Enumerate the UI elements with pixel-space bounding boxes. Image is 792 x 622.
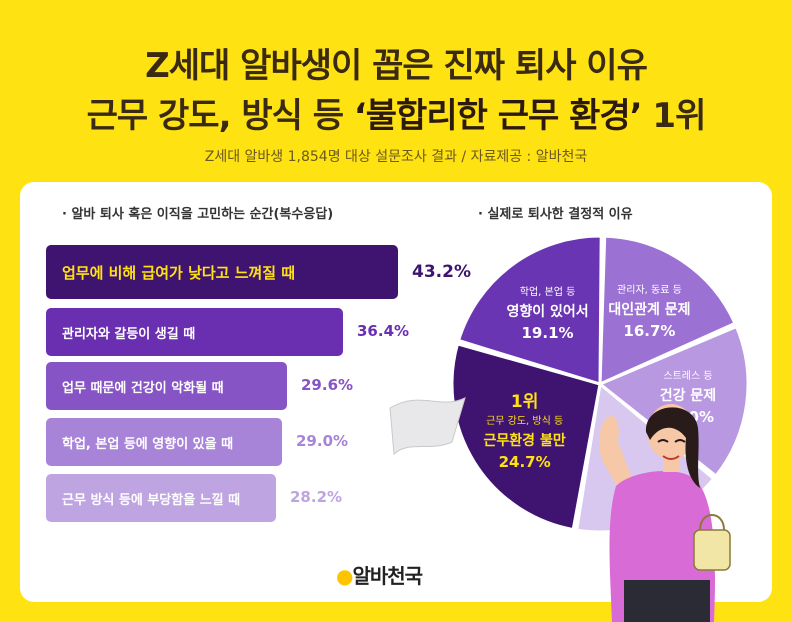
bar-value-label: 36.4% xyxy=(357,322,410,340)
bar-label: 관리자와 갈등이 생길 때 xyxy=(62,326,196,342)
bee-icon: ● xyxy=(336,564,353,588)
pie-slice-label: 영향이 있어서 xyxy=(506,303,588,320)
pie-slice-sublabel: 학업, 본업 등 xyxy=(520,285,576,298)
pie-chart-title: · 실제로 퇴사한 결정적 이유 xyxy=(478,207,633,222)
bar-value-label: 28.2% xyxy=(290,488,343,506)
pie-slice-4 xyxy=(450,342,602,532)
pie-slice-sublabel: 근무 강도, 방식 등 xyxy=(486,415,563,427)
bar-5: 근무 방식 등에 부당함을 느낄 때 xyxy=(46,474,276,522)
pie-slice-label: 대인관계 문제 xyxy=(608,301,690,318)
subtitle: Z세대 알바생 1,854명 대상 설문조사 결과 / 자료제공 : 알바천국 xyxy=(204,149,588,165)
bar-4: 학업, 본업 등에 영향이 있을 때 xyxy=(46,418,282,466)
pie-slice-value: 16.7% xyxy=(623,322,675,340)
pie-slice-sublabel: 스트레스 등 xyxy=(663,370,712,382)
pie-rank-label: 1위 xyxy=(511,392,538,412)
alba-logo: ●알바천국 xyxy=(336,560,423,589)
pie-slice-2 xyxy=(597,324,750,479)
pie-slice-1 xyxy=(598,234,737,387)
title-line-2-prefix: 근무 강도, 방식 등 xyxy=(86,96,354,136)
pie-slice-value: 24.7% xyxy=(499,453,551,471)
pie-slice-sublabel: 관리자, 동료 등 xyxy=(617,284,682,296)
title-line-2-suffix: 1위 xyxy=(641,96,706,136)
bar-1: 업무에 비해 급여가 낮다고 느껴질 때 xyxy=(46,245,398,299)
bar-2: 관리자와 갈등이 생길 때 xyxy=(46,308,343,356)
bar-chart-title: · 알바 퇴사 혹은 이직을 고민하는 순간(복수응답) xyxy=(62,207,334,222)
bar-value-label: 29.6% xyxy=(301,376,354,394)
pie-slice-value: 19.1% xyxy=(522,324,574,342)
bar-label: 업무 때문에 건강이 악화될 때 xyxy=(62,380,224,396)
paper-icon xyxy=(389,397,466,456)
bar-3: 업무 때문에 건강이 악화될 때 xyxy=(46,362,287,410)
person-illustration xyxy=(389,397,731,622)
title-line-2-highlight: ‘불합리한 근무 환경’ xyxy=(353,96,643,136)
bar-value-label: 43.2% xyxy=(412,262,471,282)
bar-value-label: 29.0% xyxy=(296,432,349,450)
title-line-2: 근무 강도, 방식 등 ‘불합리한 근무 환경’ 1위 xyxy=(0,88,792,137)
bar-label: 업무에 비해 급여가 낮다고 느껴질 때 xyxy=(62,263,296,282)
pie-slice-label: 건강 문제 xyxy=(660,387,716,404)
bar-label: 학업, 본업 등에 영향이 있을 때 xyxy=(62,436,234,452)
logo-text: 알바천국 xyxy=(352,564,423,588)
title-line-1: Z세대 알바생이 꼽은 진짜 퇴사 이유 xyxy=(145,46,648,86)
bar-label: 근무 방식 등에 부당함을 느낄 때 xyxy=(62,492,241,508)
pie-slice-label: 근무환경 불만 xyxy=(484,432,566,449)
pie-slice-5 xyxy=(456,234,603,387)
